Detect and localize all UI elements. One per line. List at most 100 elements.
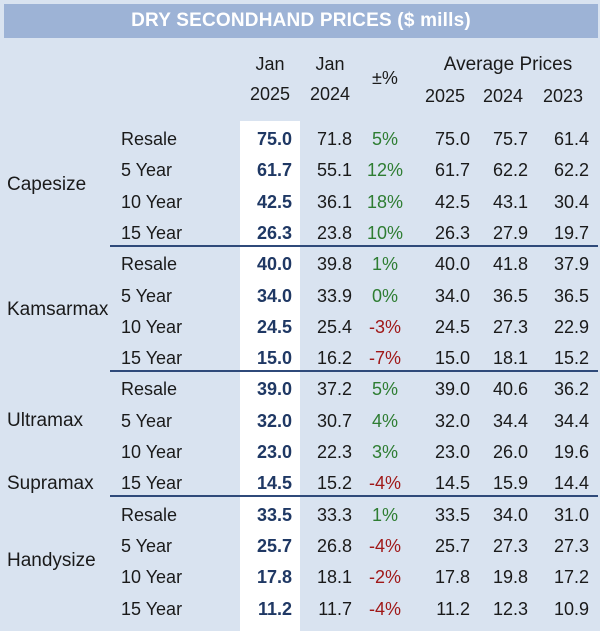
avg-2023-value: 31.0: [553, 505, 589, 525]
avg-2024-value: 12.3: [492, 599, 528, 619]
jan-2024-value: 25.4: [316, 317, 352, 337]
avg-2023-value: 10.9: [553, 599, 589, 619]
row-label: 5 Year: [121, 411, 173, 431]
table-row: 5 Year 32.0 30.7 4% 32.0 34.4 34.4: [0, 411, 600, 442]
jan-2024-value: 55.1: [316, 160, 352, 180]
avg-2024-value: 27.9: [492, 223, 528, 243]
jan-2024-value: 71.8: [316, 129, 352, 149]
row-label: 10 Year: [121, 317, 183, 337]
group-label-handysize: Handysize: [7, 550, 96, 571]
jan-2025-value: 39.0: [256, 379, 292, 399]
jan-2024-value: 37.2: [316, 379, 352, 399]
avg-2024-value: 26.0: [492, 442, 528, 462]
avg-2023-value: 19.7: [553, 223, 589, 243]
header-avg-2023: 2023: [542, 86, 584, 106]
header-jan-2025-month: Jan: [255, 54, 285, 74]
jan-2024-value: 16.2: [316, 348, 352, 368]
avg-2023-value: 62.2: [553, 160, 589, 180]
avg-2025-value: 23.0: [434, 442, 470, 462]
change-value: -2%: [368, 567, 401, 587]
table-row: Resale 40.0 39.8 1% 40.0 41.8 37.9: [0, 254, 600, 285]
jan-2024-value: 33.3: [316, 505, 352, 525]
avg-2024-value: 15.9: [492, 473, 528, 493]
change-value: 5%: [371, 379, 398, 399]
avg-2024-value: 43.1: [492, 192, 528, 212]
change-value: 5%: [371, 129, 398, 149]
change-value: -4%: [368, 599, 401, 619]
change-value: -4%: [368, 536, 401, 556]
row-label: Resale: [121, 129, 178, 149]
row-label: 5 Year: [121, 536, 173, 556]
row-label: 10 Year: [121, 192, 183, 212]
row-label: Resale: [121, 379, 178, 399]
change-value: 18%: [366, 192, 404, 212]
avg-2024-value: 62.2: [492, 160, 528, 180]
jan-2025-value: 42.5: [256, 192, 292, 212]
jan-2025-value: 11.2: [257, 599, 292, 619]
table-row: 5 Year 25.7 26.8 -4% 25.7 27.3 27.3: [0, 536, 600, 567]
change-value: -7%: [368, 348, 401, 368]
avg-2023-value: 37.9: [553, 254, 589, 274]
jan-2024-value: 22.3: [316, 442, 352, 462]
header-jan-2024-year: 2024: [309, 84, 351, 104]
jan-2025-value: 75.0: [256, 129, 292, 149]
avg-2024-value: 34.4: [492, 411, 528, 431]
avg-2024-value: 19.8: [492, 567, 528, 587]
group-separator: [110, 245, 598, 247]
avg-2023-value: 36.2: [553, 379, 589, 399]
avg-2025-value: 15.0: [434, 348, 470, 368]
table-row: 15 Year 15.0 16.2 -7% 15.0 18.1 15.2: [0, 348, 600, 379]
change-value: 12%: [366, 160, 404, 180]
jan-2024-value: 18.1: [316, 567, 352, 587]
table-row: Resale 75.0 71.8 5% 75.0 75.7 61.4: [0, 129, 600, 160]
table-row: 10 Year 17.8 18.1 -2% 17.8 19.8 17.2: [0, 567, 600, 598]
table-row: 15 Year 11.2 11.7 -4% 11.2 12.3 10.9: [0, 599, 600, 630]
jan-2024-value: 11.7: [318, 599, 352, 619]
jan-2025-value: 17.8: [256, 567, 292, 587]
avg-2025-value: 40.0: [434, 254, 470, 274]
avg-2023-value: 34.4: [553, 411, 589, 431]
jan-2024-value: 36.1: [316, 192, 352, 212]
row-label: 10 Year: [121, 442, 183, 462]
jan-2024-value: 26.8: [316, 536, 352, 556]
avg-2025-value: 61.7: [434, 160, 470, 180]
row-label: 15 Year: [121, 348, 183, 368]
group-separator: [110, 370, 598, 372]
table-row: 5 Year 34.0 33.9 0% 34.0 36.5 36.5: [0, 286, 600, 317]
avg-2025-value: 14.5: [434, 473, 470, 493]
avg-2023-value: 15.2: [553, 348, 589, 368]
jan-2024-value: 23.8: [316, 223, 352, 243]
table-row: 15 Year 14.5 15.2 -4% 14.5 15.9 14.4: [0, 473, 600, 504]
avg-2023-value: 30.4: [553, 192, 589, 212]
jan-2025-value: 15.0: [256, 348, 292, 368]
avg-2023-value: 27.3: [553, 536, 589, 556]
avg-2023-value: 22.9: [553, 317, 589, 337]
group-label-supramax: Supramax: [7, 473, 94, 494]
jan-2025-value: 14.5: [256, 473, 292, 493]
avg-2025-value: 26.3: [434, 223, 470, 243]
group-label-kamsarmax: Kamsarmax: [7, 299, 109, 320]
avg-2024-value: 36.5: [492, 286, 528, 306]
header-jan-2025-year: 2025: [249, 84, 291, 104]
header-avg-2024: 2024: [482, 86, 524, 106]
row-label: 15 Year: [121, 599, 183, 619]
table-row: 10 Year 24.5 25.4 -3% 24.5 27.3 22.9: [0, 317, 600, 348]
avg-2023-value: 19.6: [553, 442, 589, 462]
avg-2025-value: 34.0: [434, 286, 470, 306]
row-label: 5 Year: [121, 160, 173, 180]
jan-2024-value: 30.7: [316, 411, 352, 431]
table-row: 5 Year 61.7 55.1 12% 61.7 62.2 62.2: [0, 160, 600, 191]
change-value: 0%: [371, 286, 398, 306]
avg-2023-value: 14.4: [553, 473, 589, 493]
avg-2025-value: 75.0: [434, 129, 470, 149]
change-value: -3%: [368, 317, 401, 337]
group-label-ultramax: Ultramax: [7, 410, 84, 431]
avg-2023-value: 61.4: [553, 129, 589, 149]
avg-2025-value: 33.5: [434, 505, 470, 525]
row-label: 10 Year: [121, 567, 183, 587]
change-value: 1%: [371, 254, 398, 274]
jan-2025-value: 26.3: [256, 223, 292, 243]
jan-2025-column-highlight: [240, 121, 300, 631]
jan-2025-value: 32.0: [256, 411, 292, 431]
